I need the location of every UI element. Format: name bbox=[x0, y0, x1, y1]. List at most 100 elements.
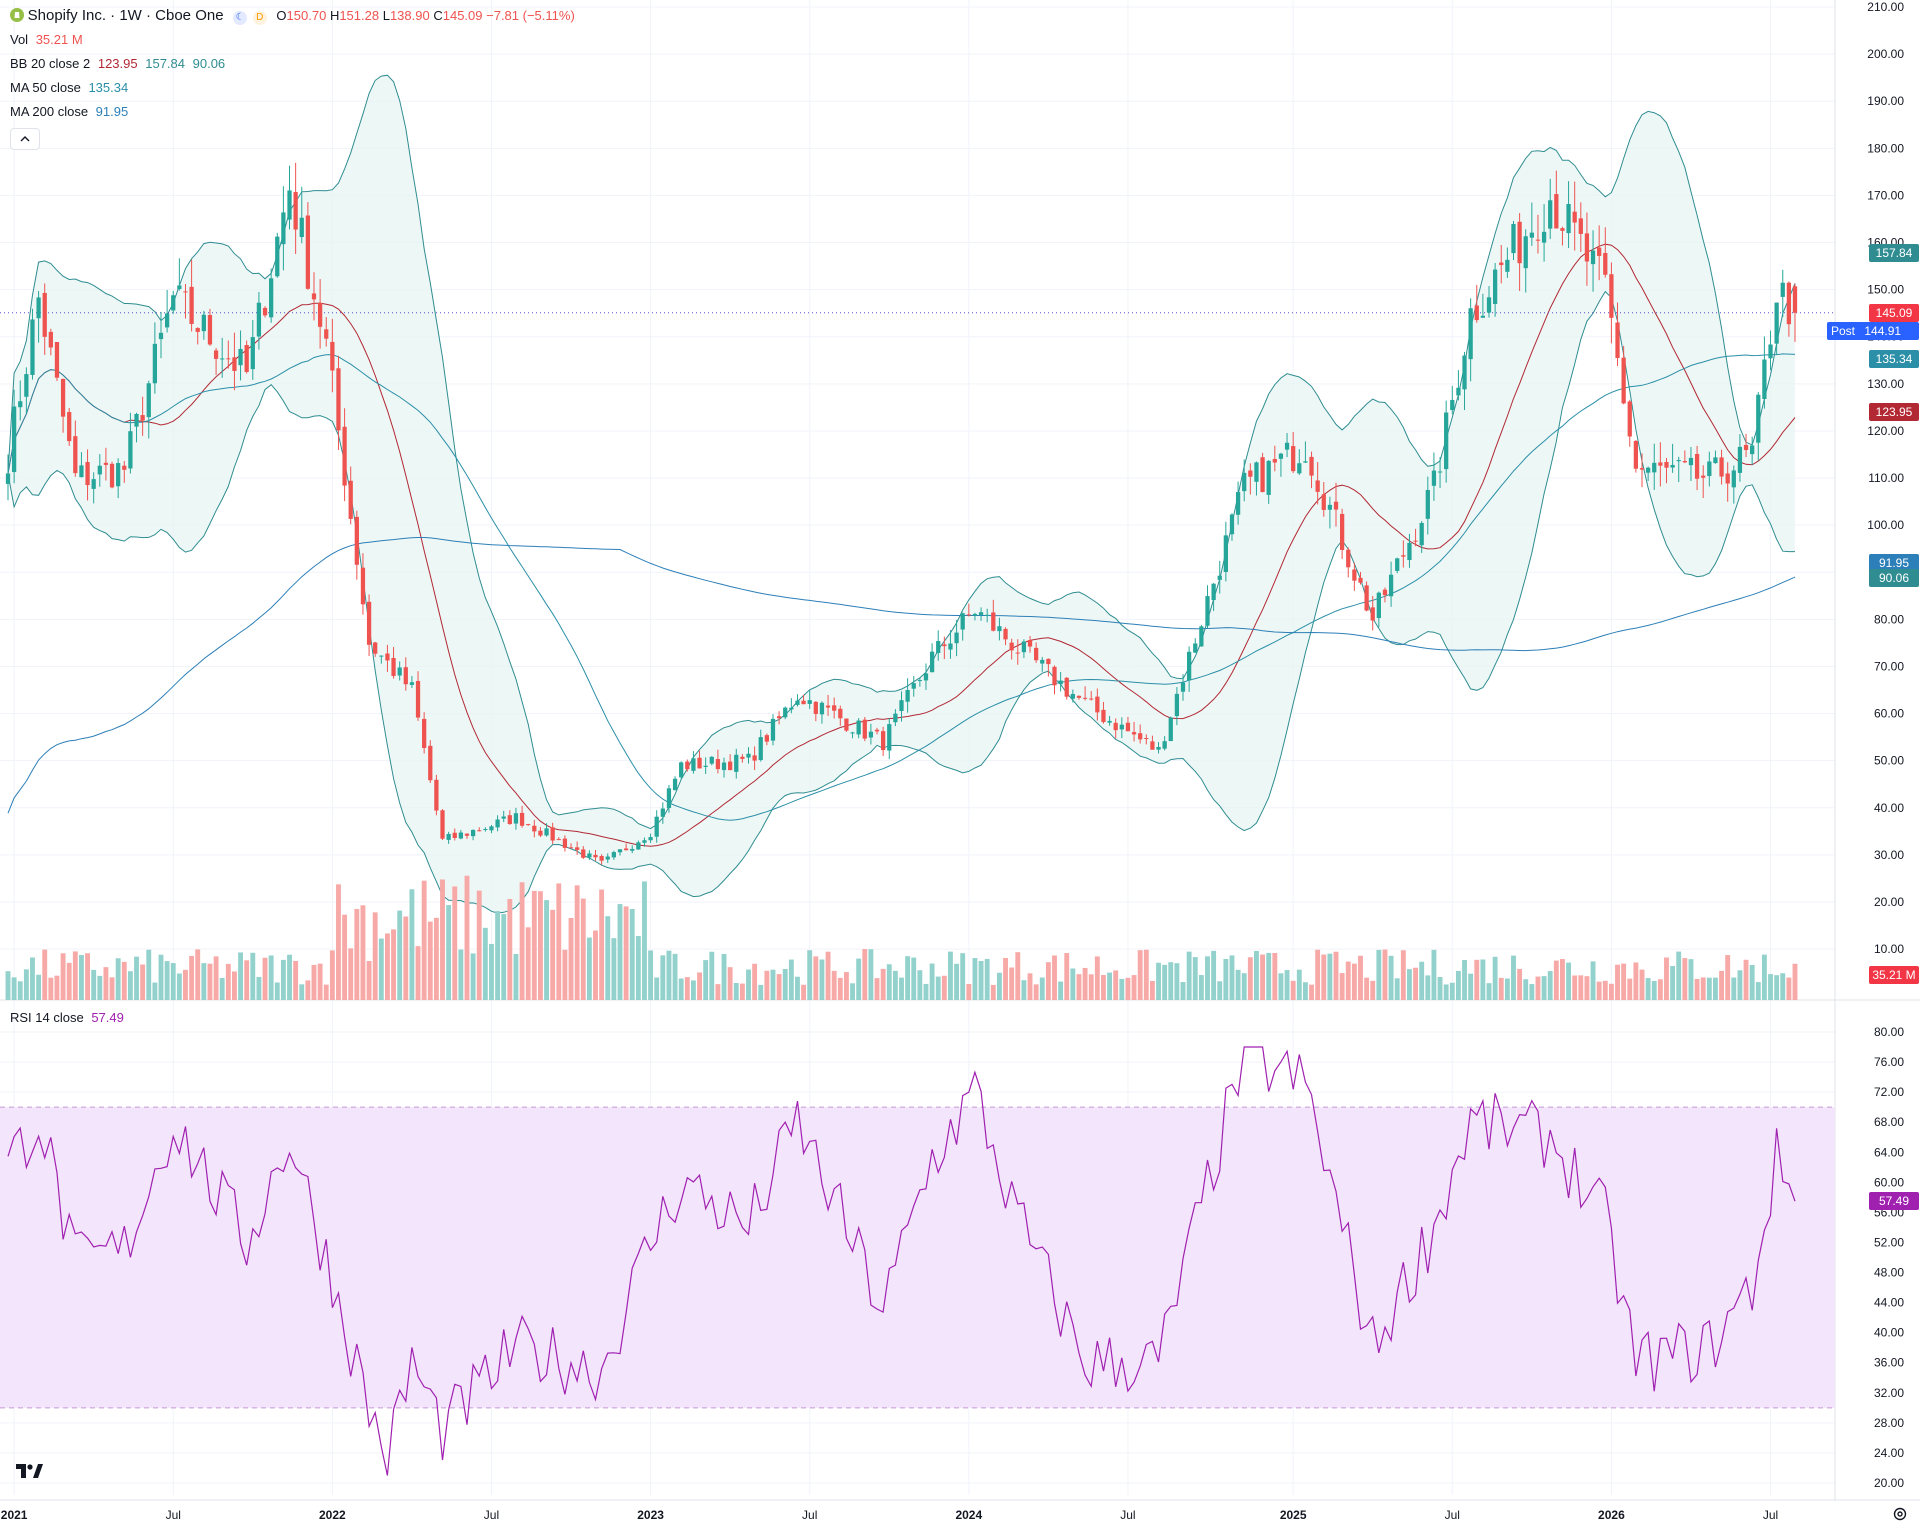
volume-bar bbox=[1449, 982, 1455, 1000]
candle-body bbox=[691, 758, 696, 771]
volume-bar bbox=[1633, 962, 1639, 1000]
candle-body bbox=[1046, 658, 1051, 665]
volume-bar bbox=[1596, 981, 1602, 1000]
volume-bar bbox=[599, 889, 605, 1000]
candle-body bbox=[244, 344, 249, 372]
candle-body bbox=[942, 644, 947, 647]
candle-body bbox=[568, 847, 574, 849]
volume-bar bbox=[1382, 949, 1388, 1000]
candle-body bbox=[1676, 460, 1681, 462]
post-label: Post bbox=[1831, 323, 1856, 338]
candle-body bbox=[1058, 680, 1063, 685]
price-tick-label: 190.00 bbox=[1867, 94, 1904, 108]
settings-gear-icon[interactable] bbox=[1892, 1506, 1908, 1522]
candle-body bbox=[801, 700, 806, 705]
price-tick-label: 60.00 bbox=[1874, 707, 1904, 721]
volume-bar bbox=[495, 911, 501, 1000]
time-tick-label: 2022 bbox=[319, 1508, 346, 1522]
volume-bar bbox=[1455, 970, 1461, 1000]
bb-lower-line bbox=[7, 290, 1795, 914]
volume-bar bbox=[746, 969, 751, 1000]
volume-bar bbox=[1504, 978, 1510, 1000]
time-tick-label: 2021 bbox=[1, 1508, 28, 1522]
volume-bar bbox=[1621, 963, 1627, 1000]
candle-body bbox=[464, 833, 470, 836]
volume-bar bbox=[323, 984, 329, 1000]
candle-body bbox=[489, 826, 494, 831]
volume-bar bbox=[1749, 964, 1755, 1000]
candle-body bbox=[1303, 461, 1308, 463]
candle-body bbox=[440, 810, 445, 839]
candle-body bbox=[1321, 494, 1326, 510]
volume-bar bbox=[1370, 980, 1376, 1000]
volume-bar bbox=[299, 984, 305, 1000]
candle-body bbox=[1444, 412, 1449, 470]
candle-body bbox=[1297, 463, 1302, 474]
volume-legend[interactable]: Vol 35.21 M bbox=[10, 32, 83, 48]
collapse-legend-button[interactable] bbox=[10, 128, 40, 150]
candle-body bbox=[654, 816, 659, 837]
candle-body bbox=[226, 358, 231, 360]
candle-body bbox=[1743, 444, 1749, 451]
candle-body bbox=[1645, 467, 1651, 473]
volume-bar bbox=[1492, 956, 1498, 1000]
volume-bar bbox=[593, 930, 598, 1000]
candle-body bbox=[1382, 589, 1388, 596]
volume-bar bbox=[1156, 962, 1161, 1000]
volume-bar bbox=[1627, 978, 1633, 1000]
ma200-badge: 91.95 bbox=[1869, 554, 1919, 573]
volume-bar bbox=[672, 953, 678, 1000]
symbol-title[interactable]: Shopify Inc. · 1W · Cboe One bbox=[27, 7, 224, 24]
volume-bar bbox=[115, 958, 121, 1000]
volume-bar bbox=[1468, 973, 1474, 1000]
ma50-legend[interactable]: MA 50 close 135.34 bbox=[10, 80, 128, 96]
volume-bar bbox=[690, 980, 696, 1000]
ma200-legend[interactable]: MA 200 close 91.95 bbox=[10, 104, 128, 120]
ma50-line bbox=[7, 353, 1796, 821]
volume-bar bbox=[1388, 955, 1394, 1000]
volume-bar bbox=[287, 954, 292, 1000]
volume-bar bbox=[1400, 950, 1406, 1000]
volume-bar bbox=[1743, 959, 1749, 1000]
price-candles[interactable] bbox=[5, 162, 1798, 865]
candle-body bbox=[422, 718, 427, 749]
bb-legend[interactable]: BB 20 close 2 123.95 157.84 90.06 bbox=[10, 56, 225, 72]
candle-body bbox=[1107, 720, 1112, 723]
candle-body bbox=[73, 436, 78, 474]
ma200-label: MA 200 close bbox=[10, 104, 89, 119]
volume-bar bbox=[972, 958, 978, 1000]
volume-bar bbox=[1615, 964, 1620, 1000]
candle-body bbox=[415, 680, 421, 718]
candle-body bbox=[1554, 194, 1559, 229]
candle-body bbox=[183, 291, 188, 293]
candle-body bbox=[1774, 302, 1779, 344]
candle-body bbox=[923, 673, 929, 681]
candle-body bbox=[1627, 401, 1632, 437]
volume-bar bbox=[1529, 984, 1535, 1000]
candle-body bbox=[1572, 211, 1577, 223]
candle-body bbox=[1358, 577, 1363, 583]
volume-value: 35.21 M bbox=[35, 32, 83, 47]
ohlc-open: 150.70 bbox=[286, 8, 327, 23]
volume-bar bbox=[158, 954, 164, 1000]
volume-bar bbox=[66, 962, 72, 1000]
volume-bar bbox=[1407, 969, 1412, 1000]
candle-body bbox=[1138, 733, 1143, 740]
candle-body bbox=[1076, 695, 1082, 698]
candle-body bbox=[67, 412, 72, 442]
candle-body bbox=[697, 757, 702, 769]
volume-bar bbox=[837, 977, 843, 1000]
candle-body bbox=[1101, 709, 1106, 723]
volume-bar bbox=[256, 976, 262, 1000]
volume-bar bbox=[219, 978, 225, 1000]
rsi-tick-label: 80.00 bbox=[1874, 1025, 1904, 1039]
rsi-legend[interactable]: RSI 14 close 57.49 bbox=[10, 1010, 124, 1026]
tradingview-logo-icon[interactable] bbox=[14, 1460, 44, 1482]
volume-bar bbox=[862, 949, 868, 1000]
volume-bar bbox=[446, 905, 452, 1000]
candle-body bbox=[1694, 453, 1700, 479]
candle-body bbox=[1211, 583, 1216, 601]
candle-body bbox=[342, 426, 347, 486]
candle-body bbox=[360, 567, 366, 605]
